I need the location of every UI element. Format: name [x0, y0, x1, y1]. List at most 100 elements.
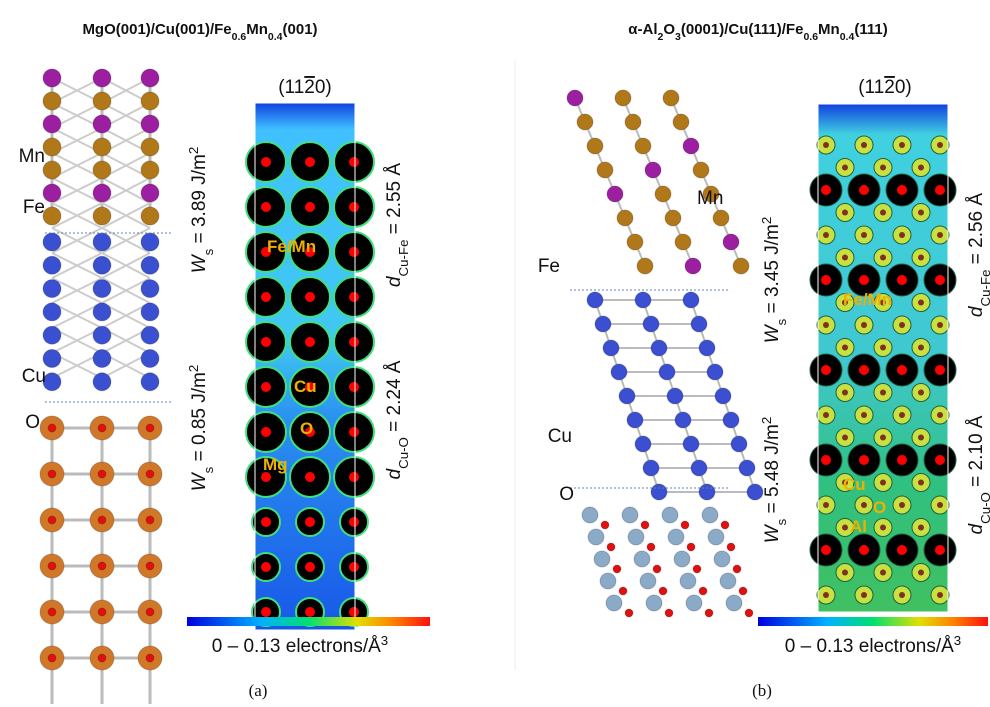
- density-core: [935, 545, 945, 555]
- atom: [48, 562, 56, 570]
- density-core: [261, 157, 271, 167]
- atom: [587, 138, 603, 154]
- density-core: [880, 210, 886, 216]
- text-part: = 2.24 Å: [384, 360, 405, 437]
- density-core: [859, 185, 869, 195]
- distance-label: dCu-Fe = 2.56 Å: [966, 193, 990, 317]
- atom: [733, 565, 741, 573]
- atom: [641, 521, 649, 529]
- density-core: [937, 142, 943, 148]
- density-core: [880, 570, 886, 576]
- density-core: [821, 185, 831, 195]
- density-core: [261, 562, 271, 572]
- atom: [93, 138, 111, 156]
- atom: [731, 436, 747, 452]
- atom: [48, 516, 56, 524]
- text-part: (111): [854, 21, 887, 38]
- density-core: [861, 592, 867, 598]
- colorbar-label: 0 – 0.13 electrons/Å3: [212, 633, 388, 658]
- atom: [146, 608, 154, 616]
- density-core: [349, 202, 359, 212]
- density-core: [918, 255, 924, 261]
- atom: [693, 162, 709, 178]
- atom: [567, 90, 583, 106]
- atom: [93, 326, 111, 344]
- text-part: = 0.85 J/m: [189, 372, 210, 467]
- density-core: [842, 525, 848, 531]
- density-core: [918, 480, 924, 486]
- atom: [691, 460, 707, 476]
- atom: [699, 484, 715, 500]
- atom-label: Mn: [19, 146, 45, 167]
- density-core: [349, 382, 359, 392]
- density-core: [823, 322, 829, 328]
- density-core: [349, 562, 359, 572]
- atom: [720, 573, 736, 589]
- atom: [43, 303, 61, 321]
- atom: [721, 521, 729, 529]
- density-core: [880, 435, 886, 441]
- density-core: [823, 232, 829, 238]
- atom: [48, 424, 56, 432]
- panel-label: (b): [752, 681, 772, 700]
- text-part: 0 – 0.13 electrons/Å: [212, 636, 381, 657]
- atom: [594, 551, 610, 567]
- density-core: [349, 292, 359, 302]
- text-part: 2: [759, 217, 774, 224]
- density-core: [859, 365, 869, 375]
- density-core: [305, 337, 315, 347]
- text-part: Cu-Fe: [396, 240, 411, 277]
- atom-label: Fe: [23, 197, 45, 218]
- atom: [683, 436, 699, 452]
- atom: [747, 484, 763, 500]
- panel-title: α-Al2O3(0001)/Cu(111)/Fe0.6Mn0.4(111): [628, 21, 887, 43]
- atom: [93, 350, 111, 368]
- atom: [141, 373, 159, 391]
- density-core: [305, 292, 315, 302]
- density-core: [880, 480, 886, 486]
- density-core: [897, 365, 907, 375]
- atom: [699, 340, 715, 356]
- atom: [713, 210, 729, 226]
- atom-label: Cu: [548, 426, 572, 447]
- atom: [635, 436, 651, 452]
- density-core: [261, 292, 271, 302]
- atom: [93, 69, 111, 87]
- density-core: [842, 345, 848, 351]
- atom: [651, 340, 667, 356]
- density-core: [880, 255, 886, 261]
- atom: [93, 184, 111, 202]
- atom: [48, 654, 56, 662]
- atom: [723, 234, 739, 250]
- atom-label: Cu: [22, 366, 46, 387]
- text-part: = 2.56 Å: [966, 193, 987, 270]
- atom: [634, 551, 650, 567]
- density-core: [261, 337, 271, 347]
- atom: [619, 587, 627, 595]
- density-core: [861, 232, 867, 238]
- text-part: 2: [186, 147, 201, 154]
- atom: [628, 529, 644, 545]
- density-core: [918, 435, 924, 441]
- text-part: = 3.45 J/m: [762, 224, 783, 319]
- density-core: [918, 210, 924, 216]
- distance-label: dCu-O = 2.10 Å: [966, 415, 990, 534]
- atom: [48, 470, 56, 478]
- density-core: [937, 232, 943, 238]
- atom: [98, 608, 106, 616]
- text-part: 0.6: [803, 31, 818, 43]
- atom: [659, 587, 667, 595]
- atom: [708, 529, 724, 545]
- text-part: = 3.89 J/m: [189, 154, 210, 249]
- atom: [43, 256, 61, 274]
- panel-title: MgO(001)/Cu(001)/Fe0.6Mn0.4(001): [82, 21, 317, 43]
- map-label: Fe/Mn: [267, 237, 316, 256]
- map-label: O: [873, 498, 886, 517]
- density-core: [899, 412, 905, 418]
- atom: [680, 573, 696, 589]
- density-core: [842, 255, 848, 261]
- atom: [691, 316, 707, 332]
- atom: [43, 161, 61, 179]
- atom: [141, 256, 159, 274]
- atom: [683, 292, 699, 308]
